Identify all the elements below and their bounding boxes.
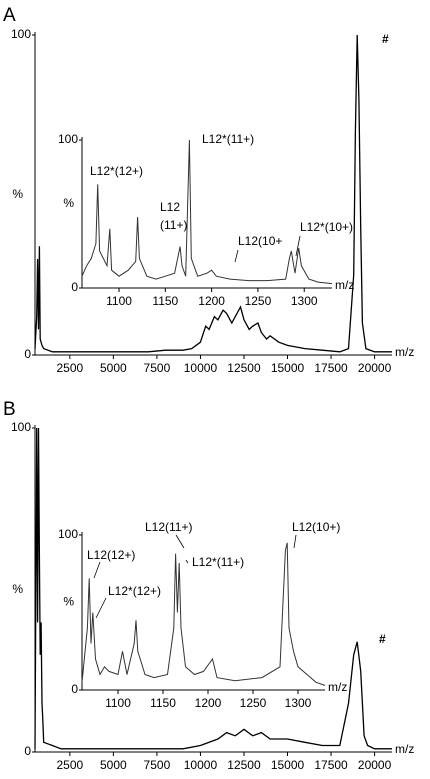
peak-annotation: # bbox=[382, 32, 389, 46]
x-tick-label: 7500 bbox=[144, 758, 171, 772]
x-tick-label: 1150 bbox=[152, 294, 178, 308]
x-tick-label: 1300 bbox=[291, 294, 318, 308]
y-tick-label: 100 bbox=[11, 27, 31, 41]
leader-line bbox=[175, 534, 185, 549]
x-tick-label: 1200 bbox=[195, 696, 222, 710]
y-tick-label: 0 bbox=[24, 744, 31, 758]
spectrum bbox=[81, 139, 333, 285]
peak-annotation: L12*(11+) bbox=[192, 555, 244, 569]
peak-annotation: L12*(10+) bbox=[300, 220, 353, 234]
y-axis-label: % bbox=[63, 196, 74, 210]
spectrum bbox=[34, 34, 392, 353]
spectrum bbox=[81, 542, 326, 686]
leader-line bbox=[93, 561, 101, 579]
x-axis-label: m/z bbox=[395, 345, 414, 359]
peak-annotation: L12 bbox=[160, 200, 180, 214]
x-axis-label: m/z bbox=[335, 278, 354, 292]
panel-label: A bbox=[3, 5, 16, 26]
peak-annotation: # bbox=[379, 632, 386, 646]
leader-line bbox=[234, 249, 239, 263]
peak-annotation: L12(11+) bbox=[145, 520, 192, 534]
x-tick-label: 1250 bbox=[240, 696, 267, 710]
y-axis-label: % bbox=[12, 187, 23, 201]
x-tick-label: 20000 bbox=[358, 758, 392, 772]
x-tick-label: 1150 bbox=[150, 696, 176, 710]
y-tick-label: 0 bbox=[24, 347, 31, 361]
peak-annotation: L12(10+) bbox=[292, 520, 340, 534]
leader-line bbox=[295, 235, 301, 257]
x-tick-label: 2500 bbox=[56, 758, 83, 772]
y-tick-label: 100 bbox=[11, 420, 31, 434]
x-tick-label: 10000 bbox=[184, 758, 218, 772]
x-tick-label: 10000 bbox=[184, 361, 218, 375]
x-axis-label: m/z bbox=[328, 680, 347, 694]
x-tick-label: 1100 bbox=[106, 294, 132, 308]
x-tick-label: 1100 bbox=[105, 696, 131, 710]
leader-line bbox=[185, 559, 189, 564]
x-tick-label: 1250 bbox=[245, 294, 272, 308]
x-tick-label: 17500 bbox=[314, 758, 348, 772]
x-tick-label: 17500 bbox=[314, 361, 348, 375]
x-tick-label: 2500 bbox=[56, 361, 83, 375]
x-tick-label: 12500 bbox=[227, 361, 261, 375]
y-tick-label: 0 bbox=[71, 682, 78, 696]
peak-annotation: (11+) bbox=[160, 218, 187, 232]
x-axis-label: m/z bbox=[395, 742, 414, 756]
leader-line bbox=[293, 534, 297, 549]
y-axis-label: % bbox=[12, 582, 23, 596]
x-tick-label: 7500 bbox=[144, 361, 171, 375]
x-tick-label: 20000 bbox=[358, 361, 392, 375]
x-tick-label: 15000 bbox=[271, 758, 305, 772]
y-tick-label: 100 bbox=[58, 527, 78, 541]
peak-annotation: L12(10+ bbox=[238, 234, 282, 248]
x-tick-label: 1300 bbox=[285, 696, 312, 710]
x-tick-label: 1200 bbox=[198, 294, 225, 308]
peak-annotation: L12(12+) bbox=[87, 548, 135, 562]
peak-annotation: L12*(12+) bbox=[90, 164, 143, 178]
y-tick-label: 100 bbox=[58, 132, 78, 146]
y-axis-label: % bbox=[63, 595, 74, 609]
y-tick-label: 0 bbox=[71, 280, 78, 294]
leader-line bbox=[95, 597, 107, 619]
x-tick-label: 5000 bbox=[100, 361, 127, 375]
x-tick-label: 15000 bbox=[271, 361, 305, 375]
x-tick-label: 5000 bbox=[100, 758, 127, 772]
x-tick-label: 12500 bbox=[227, 758, 261, 772]
peak-annotation: L12*(11+) bbox=[202, 132, 254, 146]
peak-annotation: L12*(12+) bbox=[108, 584, 161, 598]
panel-label: B bbox=[3, 399, 16, 420]
spectrum bbox=[34, 427, 392, 750]
